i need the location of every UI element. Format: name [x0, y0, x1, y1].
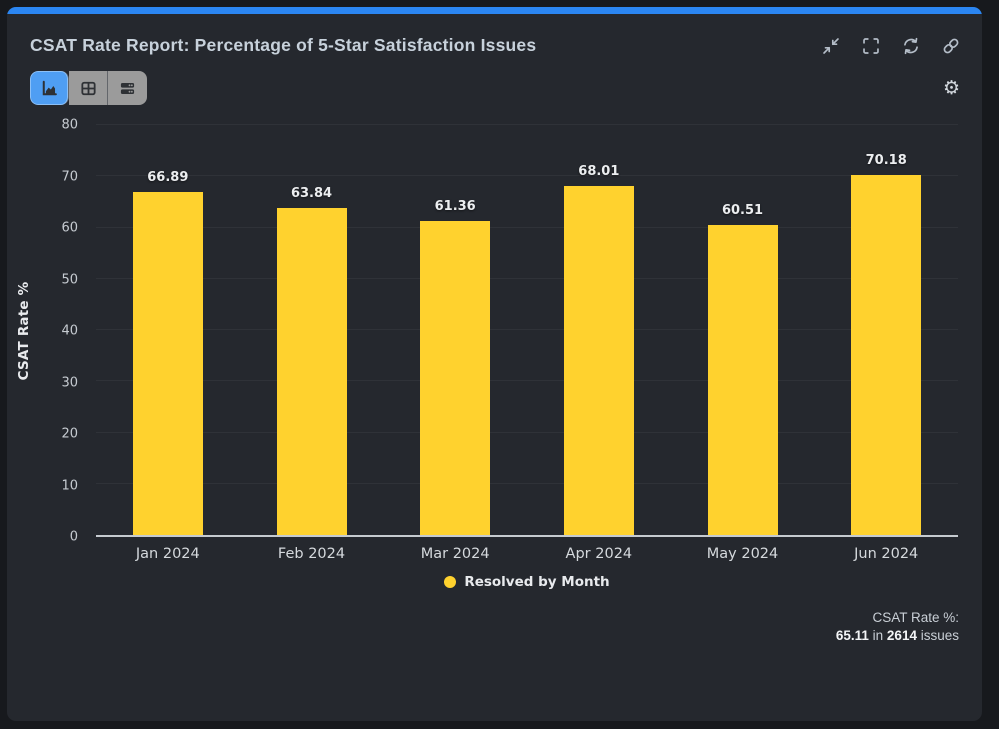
area-chart-icon [42, 80, 57, 95]
x-axis-label: Jan 2024 [135, 546, 200, 562]
bar-may-2024[interactable] [707, 224, 778, 535]
y-tick-label: 80 [61, 117, 78, 133]
legend-label: Resolved by Month [464, 574, 610, 590]
bar-jan-2024[interactable] [132, 192, 203, 535]
gridline [96, 277, 958, 279]
bar-mar-2024[interactable] [420, 220, 491, 535]
gridline [96, 175, 958, 177]
bar-value-label: 60.51 [721, 202, 764, 218]
x-axis-label: Jun 2024 [854, 546, 919, 562]
bar-value-label: 66.89 [147, 170, 189, 186]
gridline [96, 124, 958, 125]
collapse-icon[interactable] [822, 37, 840, 55]
x-axis-label: Apr 2024 [565, 546, 633, 562]
x-axis-labels: Jan 2024 Feb 2024 Mar 2024 Apr 2024 May 2024… [96, 537, 958, 562]
gridline [96, 431, 958, 433]
fullscreen-icon[interactable] [862, 37, 880, 55]
list-view-button[interactable] [108, 71, 147, 105]
gridline [96, 380, 958, 382]
header: CSAT Rate Report: Percentage of 5-Star S… [7, 14, 982, 56]
refresh-icon[interactable] [902, 37, 920, 55]
table-icon [80, 81, 96, 95]
bar-jun-2024[interactable] [851, 175, 922, 535]
link-icon[interactable] [942, 37, 960, 55]
gear-icon[interactable] [943, 79, 960, 98]
report-card: CSAT Rate Report: Percentage of 5-Star S… [7, 7, 982, 721]
legend-dot [444, 576, 457, 588]
card-accent-bar [7, 7, 982, 14]
y-tick-label: 70 [61, 169, 78, 184]
table-view-button[interactable] [69, 71, 108, 105]
bar-apr-2024[interactable] [563, 186, 634, 535]
summary-value-line: 65.11 in 2614 issues [835, 628, 959, 644]
x-axis-label: Feb 2024 [277, 546, 346, 562]
bar-value-label: 63.84 [290, 185, 333, 201]
y-axis-ticks: 0 10 20 30 40 50 60 70 80 [7, 118, 96, 545]
summary-title: CSAT Rate %: [872, 610, 959, 626]
toolbar [7, 56, 982, 105]
summary-rate: 65.11 [835, 628, 869, 644]
gridline [96, 226, 958, 228]
bar-chart: CSAT Rate % 0 10 20 30 40 50 60 70 80 66.89 63.84… [7, 118, 958, 545]
x-axis: Jan 2024 Feb 2024 Mar 2024 Apr 2024 May 2024… [7, 537, 958, 562]
y-tick-label: 20 [61, 426, 78, 442]
y-tick-label: 40 [61, 323, 78, 339]
chart-view-button[interactable] [30, 71, 69, 105]
x-axis-label: May 2024 [706, 546, 779, 562]
bar-feb-2024[interactable] [276, 207, 347, 535]
summary: CSAT Rate %: 65.11 in 2614 issues [836, 609, 959, 645]
y-tick-label: 0 [69, 529, 78, 545]
y-tick-label: 30 [61, 375, 78, 390]
y-tick-label: 10 [61, 478, 78, 493]
page-title: CSAT Rate Report: Percentage of 5-Star S… [30, 35, 537, 55]
y-tick-label: 60 [61, 220, 78, 236]
gridline [96, 482, 958, 484]
legend[interactable]: Resolved by Month [444, 574, 610, 590]
header-actions [822, 37, 960, 55]
y-tick-label: 50 [61, 272, 78, 287]
bar-value-label: 70.18 [865, 153, 907, 169]
summary-count: 2614 [886, 628, 917, 644]
bar-value-label: 68.01 [578, 164, 620, 180]
plot-area: 66.89 63.84 61.36 68.01 60.51 70.18 [96, 124, 958, 537]
bar-value-label: 61.36 [434, 198, 476, 214]
gridline [96, 329, 958, 330]
x-axis-label: Mar 2024 [420, 546, 490, 562]
view-switcher [30, 71, 147, 105]
list-icon [120, 82, 135, 94]
